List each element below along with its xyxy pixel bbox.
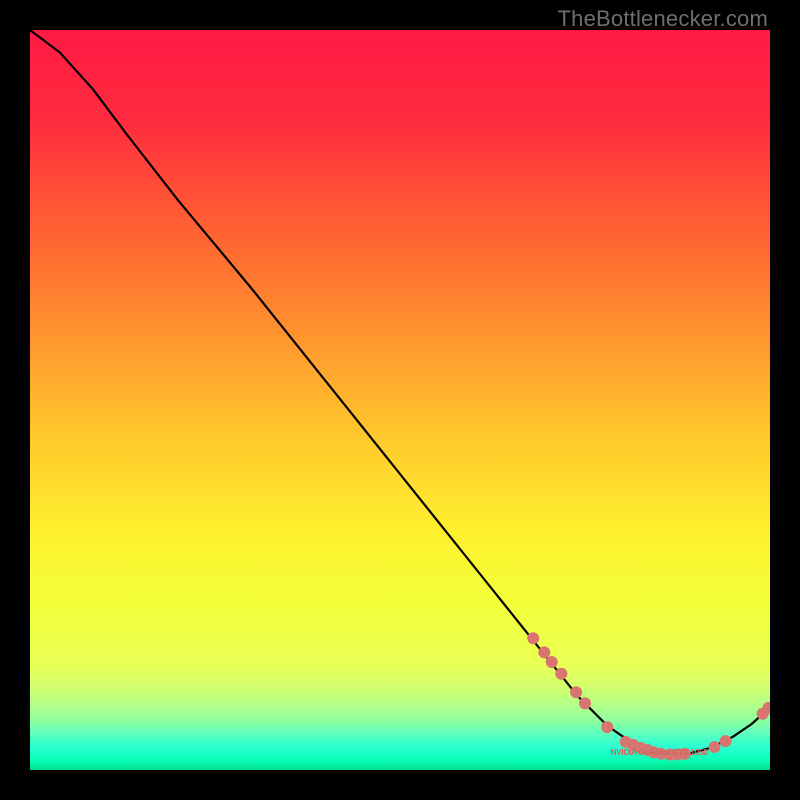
data-marker <box>570 686 582 698</box>
data-marker <box>579 697 591 709</box>
plot-area: NVIDIA GeForce GTX 1050 <box>30 30 770 770</box>
bottleneck-curve <box>30 30 766 755</box>
chart-container: NVIDIA GeForce GTX 1050 TheBottlenecker.… <box>0 0 800 800</box>
watermark-text: TheBottlenecker.com <box>558 6 768 32</box>
data-marker <box>720 735 732 747</box>
series-label: NVIDIA GeForce GTX 1050 <box>610 747 708 757</box>
chart-overlay: NVIDIA GeForce GTX 1050 <box>30 30 770 770</box>
data-marker <box>546 656 558 668</box>
data-marker <box>601 721 613 733</box>
data-marker <box>709 741 721 753</box>
data-marker <box>527 632 539 644</box>
data-marker <box>555 668 567 680</box>
markers-group <box>527 632 770 760</box>
data-marker <box>538 646 550 658</box>
